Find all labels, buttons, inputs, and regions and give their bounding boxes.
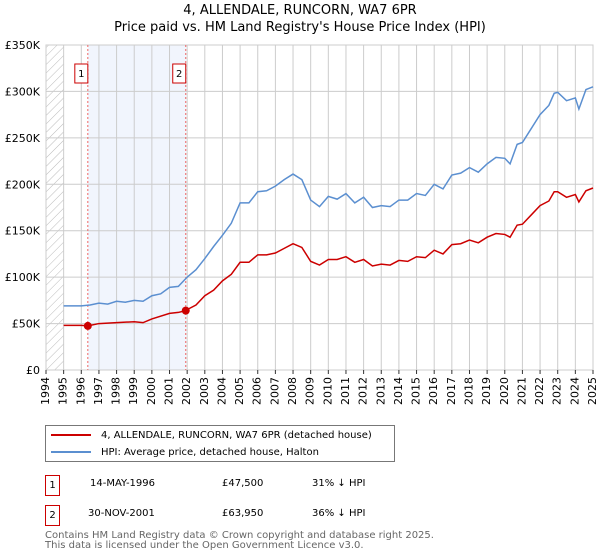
transaction-price: £47,500 <box>222 478 264 489</box>
y-tick-label: £50K <box>12 318 41 331</box>
x-tick-label: 2010 <box>321 377 334 405</box>
transaction-date: 30-NOV-2001 <box>88 508 155 519</box>
x-tick-label: 2007 <box>268 377 281 405</box>
footer: Contains HM Land Registry data © Crown c… <box>45 531 434 551</box>
sale-point <box>181 306 190 315</box>
x-tick-label: 1997 <box>92 377 105 405</box>
x-tick-label: 1995 <box>57 377 70 405</box>
y-tick-label: £0 <box>26 364 40 377</box>
legend-label: HPI: Average price, detached house, Halt… <box>101 446 319 458</box>
x-tick-label: 2008 <box>286 377 299 405</box>
marker-badge: 2 <box>45 505 60 526</box>
marker-badge: 1 <box>45 475 60 496</box>
sale-point <box>83 321 92 330</box>
x-tick-label: 2023 <box>551 377 564 405</box>
x-tick-label: 2000 <box>145 377 158 405</box>
footer-line: Contains HM Land Registry data © Crown c… <box>45 530 434 541</box>
x-tick-label: 1998 <box>110 377 123 405</box>
x-tick-label: 2003 <box>198 377 211 405</box>
x-tick-label: 2021 <box>515 377 528 405</box>
transaction-price: £63,950 <box>222 508 264 519</box>
x-tick-label: 2005 <box>233 377 246 405</box>
legend-item-property: 4, ALLENDALE, RUNCORN, WA7 6PR (detached… <box>51 427 372 443</box>
x-tick-label: 2024 <box>568 377 581 405</box>
transaction-row: 2 30-NOV-2001 £63,950 36% ↓ HPI <box>45 505 405 526</box>
x-tick-label: 2025 <box>586 377 599 405</box>
legend-swatch-red <box>51 434 91 436</box>
x-tick-label: 2004 <box>215 377 228 405</box>
x-tick-label: 1999 <box>127 377 140 405</box>
x-tick-label: 2022 <box>533 377 546 405</box>
x-tick-label: 2002 <box>180 377 193 405</box>
x-tick-label: 2019 <box>480 377 493 405</box>
x-tick-label: 2013 <box>374 377 387 405</box>
y-tick-label: £350K <box>5 39 41 52</box>
x-tick-label: 2012 <box>357 377 370 405</box>
x-tick-label: 2020 <box>498 377 511 405</box>
chart-subtitle: Price paid vs. HM Land Registry's House … <box>114 20 486 35</box>
pre-data-hatch <box>46 45 64 370</box>
hpi-line <box>63 86 594 307</box>
x-tick-label: 2018 <box>462 377 475 405</box>
y-tick-label: £250K <box>5 132 41 145</box>
sale-marker-badge <box>74 63 89 84</box>
x-tick-label: 2011 <box>339 377 352 405</box>
x-tick-label: 1994 <box>39 377 52 405</box>
x-tick-label: 2006 <box>251 377 264 405</box>
transaction-hpi: 31% ↓ HPI <box>312 478 366 489</box>
plot-border <box>45 44 594 371</box>
legend-swatch-blue <box>51 451 91 453</box>
sale-marker-label: 2 <box>176 69 182 80</box>
legend-item-hpi: HPI: Average price, detached house, Halt… <box>51 444 319 460</box>
x-tick-label: 2014 <box>392 377 405 405</box>
legend-label: 4, ALLENDALE, RUNCORN, WA7 6PR (detached… <box>101 429 372 441</box>
legend: 4, ALLENDALE, RUNCORN, WA7 6PR (detached… <box>45 425 395 462</box>
y-tick-label: £150K <box>5 225 41 238</box>
x-tick-label: 2009 <box>304 377 317 405</box>
chart-title: 4, ALLENDALE, RUNCORN, WA7 6PR <box>183 3 417 18</box>
sale-marker-badge <box>172 63 187 84</box>
x-tick-label: 2017 <box>445 377 458 405</box>
sale-marker-label: 1 <box>78 69 84 80</box>
price-chart: 1 2 1994 1995 1996 1997 1998 1999 2000 2001 2002 20… <box>5 39 599 405</box>
footer-line: This data is licensed under the Open Gov… <box>45 540 364 551</box>
x-tick-label: 2016 <box>427 377 440 405</box>
y-tick-label: £100K <box>5 271 41 284</box>
x-tick-label: 2015 <box>410 377 423 405</box>
x-tick-label: 2001 <box>163 377 176 405</box>
x-tick-label: 1996 <box>74 377 87 405</box>
y-tick-label: £200K <box>5 178 41 191</box>
transaction-hpi: 36% ↓ HPI <box>312 508 366 519</box>
transaction-date: 14-MAY-1996 <box>90 478 156 489</box>
transaction-row: 1 14-MAY-1996 £47,500 31% ↓ HPI <box>45 475 405 496</box>
y-tick-label: £300K <box>5 85 41 98</box>
